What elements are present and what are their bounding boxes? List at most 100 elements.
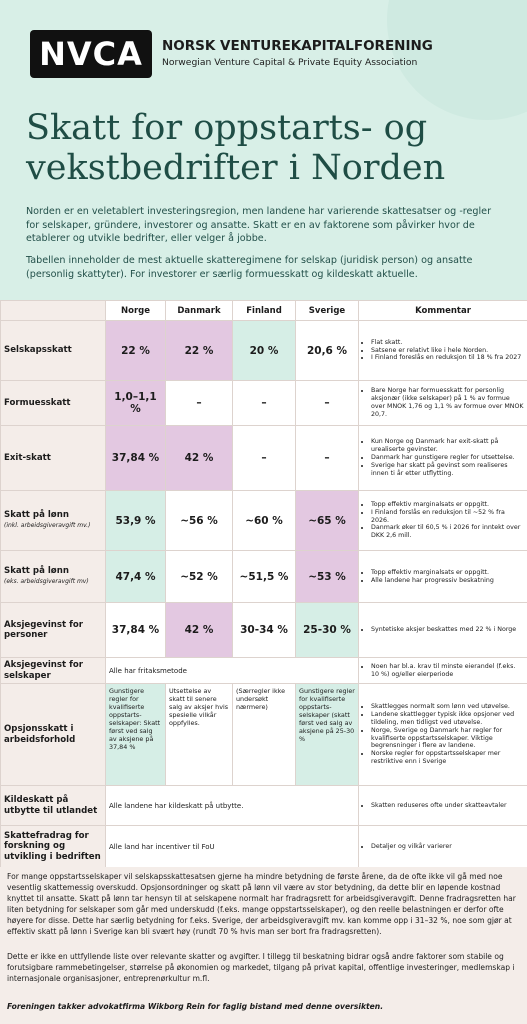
value-cell: 30-34 % (232, 602, 296, 658)
value-cell: 53,9 % (105, 490, 166, 551)
value-cell: 22 % (165, 320, 233, 381)
value-cell: 42 % (165, 602, 233, 658)
value-cell: Gunstigere regler for kvalifiserte oppst… (105, 683, 166, 786)
table-row: Kildeskatt på utbytte til utlandet Alle l… (0, 785, 527, 826)
comment-cell: Skatten reduseres ofte under skatteavtal… (358, 785, 527, 826)
row-label: Opsjonsskatt i arbeidsforhold (0, 683, 106, 786)
comment-item: Danmark har gunstigere regler for utsett… (371, 454, 524, 462)
value-cell: – (295, 425, 359, 491)
value-cell: 37,84 % (105, 602, 166, 658)
comment-item: Landene skattlegger typisk ikke opsjoner… (371, 711, 524, 727)
value-cell: Gunstigere regler for kvalifiserte oppst… (295, 683, 359, 786)
comment-item: Norge, Sverige og Danmark har regler for… (371, 727, 524, 751)
comment-item: Detaljer og vilkår varierer (371, 843, 524, 851)
comment-item: I Finland forslås en reduksjon til ~52 %… (371, 509, 524, 525)
row-label: Aksjegevinst for selskaper (0, 657, 106, 684)
table-row: Aksjegevinst for personer 37,84 % 42 % 30-3… (0, 602, 527, 658)
intro: Tabellen inneholder de mest aktuelle ska… (26, 255, 473, 280)
footer-paragraph: For mange oppstartsselskaper vil selskap… (7, 872, 516, 936)
comment-cell: Flat skatt.Satsene er relativt like i he… (358, 320, 527, 381)
comment-list: Syntetiske aksjer beskattes med 22 % i N… (362, 626, 524, 634)
header-row: Norge Danmark Finland Sverige Kommentar (0, 300, 527, 321)
row-label: Aksjegevinst for personer (0, 602, 106, 658)
row-label-text: Exit-skatt (4, 452, 51, 463)
logo: NVCA (30, 30, 152, 78)
value-cell: 25-30 % (295, 602, 359, 658)
tax-table: Norge Danmark Finland Sverige Kommentar Selsk… (0, 300, 527, 868)
comment-cell: Bare Norge har formuesskatt for personli… (358, 380, 527, 426)
comment-cell: Topp effektiv marginalsats er oppgitt.I … (358, 490, 527, 551)
comment-list: Flat skatt.Satsene er relativt like i he… (362, 339, 524, 363)
row-label-text: Opsjonsskatt i arbeidsforhold (4, 724, 76, 745)
value-cell: ~53 % (295, 550, 359, 603)
row-label-text: Formuesskatt (4, 397, 71, 408)
comment-item: Flat skatt. (371, 339, 524, 347)
row-label-text: Skatt på lønn (4, 566, 69, 576)
column-header: Sverige (295, 300, 359, 321)
comment-list: Topp effektiv marginalsats er oppgitt.Al… (362, 569, 524, 585)
header-corner (0, 300, 106, 321)
comment-item: Noen har bl.a. krav til minste eierandel… (371, 663, 524, 679)
row-label: Skatt på lønn (inkl. arbeidsgiveravgift m… (0, 490, 106, 551)
intro: Norden er en veletablert investeringsreg… (26, 206, 492, 244)
comment-list: Topp effektiv marginalsats er oppgitt.I … (362, 501, 524, 541)
value-cell: 42 % (165, 425, 233, 491)
value-cell: 37,84 % (105, 425, 166, 491)
row-label: Kildeskatt på utbytte til utlandet (0, 785, 106, 826)
comment-list: Kun Norge og Danmark har exit-skatt på u… (362, 438, 524, 478)
row-label-text: Selskapsskatt (4, 345, 72, 356)
comment-item: Norske regler for oppstartsselskaper mer… (371, 750, 524, 766)
row-label-text: Aksjegevinst for personer (4, 619, 83, 641)
value-cell: – (165, 380, 233, 426)
comment-item: Topp effektiv marginalsats er oppgitt. (371, 501, 524, 509)
column-header: Danmark (165, 300, 233, 321)
value-cell: ~60 % (232, 490, 296, 551)
row-label-text: Kildeskatt på utbytte til utlandet (4, 795, 98, 816)
organization-subtitle: Norwegian Venture Capital & Private Equi… (162, 57, 418, 68)
value-cell: – (232, 425, 296, 491)
row-label: Skattefradrag for forskning og utvikling… (0, 825, 106, 868)
comment-item: Bare Norge har formuesskatt for personli… (371, 387, 524, 419)
comment-list: Skattlegges normalt som lønn ved utøvels… (362, 703, 524, 766)
row-label-text: Skatt på lønn (4, 510, 69, 520)
column-header: Kommentar (358, 300, 527, 321)
comment-item: Sverige har skatt på gevinst som realise… (371, 462, 524, 478)
title: Skatt for oppstarts- og vekstbedrifter i… (26, 108, 446, 188)
value-cell: ~65 % (295, 490, 359, 551)
comment-item: Skattlegges normalt som lønn ved utøvels… (371, 703, 524, 711)
comment-item: Danmark øker til 60,5 % i 2026 for innte… (371, 524, 524, 540)
organization: NORSK VENTUREKAPITALFORENING (162, 38, 433, 54)
table-row: Aksjegevinst for selskaper Alle har frita… (0, 657, 527, 684)
comment-list: Skatten reduseres ofte under skatteavtal… (362, 802, 524, 810)
comment-cell: Syntetiske aksjer beskattes med 22 % i N… (358, 602, 527, 658)
table-row: Skattefradrag for forskning og utvikling… (0, 825, 527, 868)
comment-item: I Finland foreslås en reduksjon til 18 %… (371, 354, 524, 362)
comment-list: Detaljer og vilkår varierer (362, 843, 524, 851)
row-sublabel: (inkl. arbeidsgiveravgift mv.) (4, 521, 91, 529)
span-cell: Alle land har incentiver til FoU (105, 825, 359, 868)
row-sublabel: (eks. arbeidsgiveravgift mv) (4, 577, 89, 585)
comment-cell: Topp effektiv marginalsats er oppgitt.Al… (358, 550, 527, 603)
column-header: Norge (105, 300, 166, 321)
comment-item: Alle landene har progressiv beskatning (371, 577, 524, 585)
comment-list: Noen har bl.a. krav til minste eierandel… (362, 663, 524, 679)
table-row: Skatt på lønn (inkl. arbeidsgiveravgift m… (0, 490, 527, 551)
value-cell: ~51,5 % (232, 550, 296, 603)
footer-background (0, 867, 527, 1024)
value-cell: 22 % (105, 320, 166, 381)
comment-cell: Skattlegges normalt som lønn ved utøvels… (358, 683, 527, 786)
row-label: Skatt på lønn (eks. arbeidsgiveravgift mv… (0, 550, 106, 603)
value-cell: 47,4 % (105, 550, 166, 603)
comment-item: Kun Norge og Danmark har exit-skatt på u… (371, 438, 524, 454)
comment-item: Syntetiske aksjer beskattes med 22 % i N… (371, 626, 524, 634)
comment-cell: Kun Norge og Danmark har exit-skatt på u… (358, 425, 527, 491)
row-label-text: Aksjegevinst for selskaper (4, 660, 83, 681)
comment-item: Satsene er relativt like i hele Norden. (371, 347, 524, 355)
value-cell: Utsettelse av skatt til senere salg av a… (165, 683, 233, 786)
comment-cell: Detaljer og vilkår varierer (358, 825, 527, 868)
value-cell: ~56 % (165, 490, 233, 551)
comment-item: Skatten reduseres ofte under skatteavtal… (371, 802, 524, 810)
